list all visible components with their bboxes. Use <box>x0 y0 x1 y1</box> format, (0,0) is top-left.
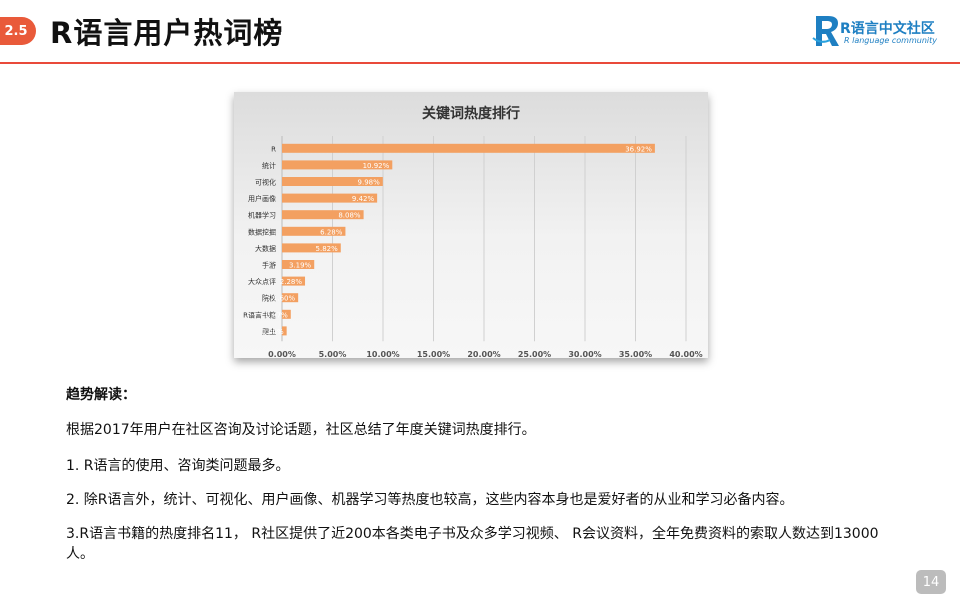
bar <box>282 276 306 286</box>
category-label: 统计 <box>262 161 276 170</box>
section-number-badge: 2.5 <box>0 17 36 45</box>
x-tick-label: 0.00% <box>268 350 296 358</box>
category-label: R <box>271 145 276 153</box>
data-label: 3.19% <box>289 262 312 270</box>
data-label: 10.92% <box>363 162 390 170</box>
bar <box>282 309 291 319</box>
data-label: 8.08% <box>338 212 361 220</box>
category-label: 机器学习 <box>248 211 276 220</box>
category-label: 手游 <box>262 261 276 270</box>
category-label: 数据挖掘 <box>248 227 276 236</box>
keyword-chart-card: 关键词热度排行 0.00% 5.00% 10.00% 15.00% 20.00% 25.00… <box>234 92 708 358</box>
category-label: 可视化 <box>255 178 276 187</box>
chart-title: 关键词热度排行 <box>422 105 520 122</box>
x-tick-label: 40.00% <box>669 350 702 358</box>
bar <box>282 226 346 236</box>
bar <box>282 210 364 220</box>
page-title: R语言用户热词榜 <box>50 16 284 50</box>
data-label: 9.98% <box>358 179 381 187</box>
bar <box>282 177 383 186</box>
data-label: 1.60% <box>273 295 296 303</box>
bar <box>282 160 393 170</box>
community-logo[interactable]: R语言中文社区 R language community <box>810 12 944 50</box>
category-label: 院校 <box>262 294 276 303</box>
category-label: 大众点评 <box>248 277 276 286</box>
slide-header: 2.5 R语言用户热词榜 R语言中文社区 R language communit… <box>0 0 960 64</box>
x-tick-label: 35.00% <box>619 350 652 358</box>
x-tick-label: 10.00% <box>366 350 399 358</box>
category-label: 大数据 <box>255 244 276 253</box>
data-label: 2.28% <box>280 278 303 286</box>
paragraph-point-1: 1. R语言的使用、咨询类问题最多。 <box>66 458 290 474</box>
bar <box>282 293 299 303</box>
paragraph-point-2: 2. 除R语言外，统计、可视化、用户画像、机器学习等热度也较高，这些内容本身也是… <box>66 492 794 508</box>
x-tick-label: 20.00% <box>467 350 500 358</box>
page-number: 14 <box>916 570 946 594</box>
data-label: 36.92% <box>625 145 652 153</box>
data-label: 6.28% <box>320 228 343 236</box>
paragraph-intro: 根据2017年用户在社区咨询及讨论话题，社区总结了年度关键词热度排行。 <box>66 422 536 438</box>
paragraph-point-3: 3.R语言书籍的热度排名11， R社区提供了近200本各类电子书及众多学习视频、… <box>66 526 879 562</box>
category-label: R语言书籍 <box>243 310 276 319</box>
bar <box>282 193 378 203</box>
bar <box>282 243 341 253</box>
x-tick-label: 15.00% <box>417 350 450 358</box>
data-label: 5.82% <box>316 245 339 253</box>
x-tick-label: 25.00% <box>518 350 551 358</box>
category-label: 用户画像 <box>248 194 276 203</box>
x-tick-label: 30.00% <box>568 350 601 358</box>
data-label: 9.42% <box>352 195 375 203</box>
data-label: 0.87% <box>266 311 289 319</box>
logo-subtext: R language community <box>844 36 938 45</box>
x-tick-label: 5.00% <box>319 350 347 358</box>
r-logo-icon <box>812 16 839 46</box>
logo-text: R语言中文社区 <box>840 21 935 37</box>
category-label: 爬虫 <box>262 327 276 336</box>
trend-heading: 趋势解读： <box>66 387 136 403</box>
data-label: 0.46% <box>261 328 284 336</box>
bar <box>282 143 655 153</box>
bar <box>282 260 315 269</box>
keyword-bar-chart: 关键词热度排行 0.00% 5.00% 10.00% 15.00% 20.00% 25.00… <box>243 105 703 358</box>
bar <box>282 326 287 336</box>
header-divider <box>0 62 960 64</box>
